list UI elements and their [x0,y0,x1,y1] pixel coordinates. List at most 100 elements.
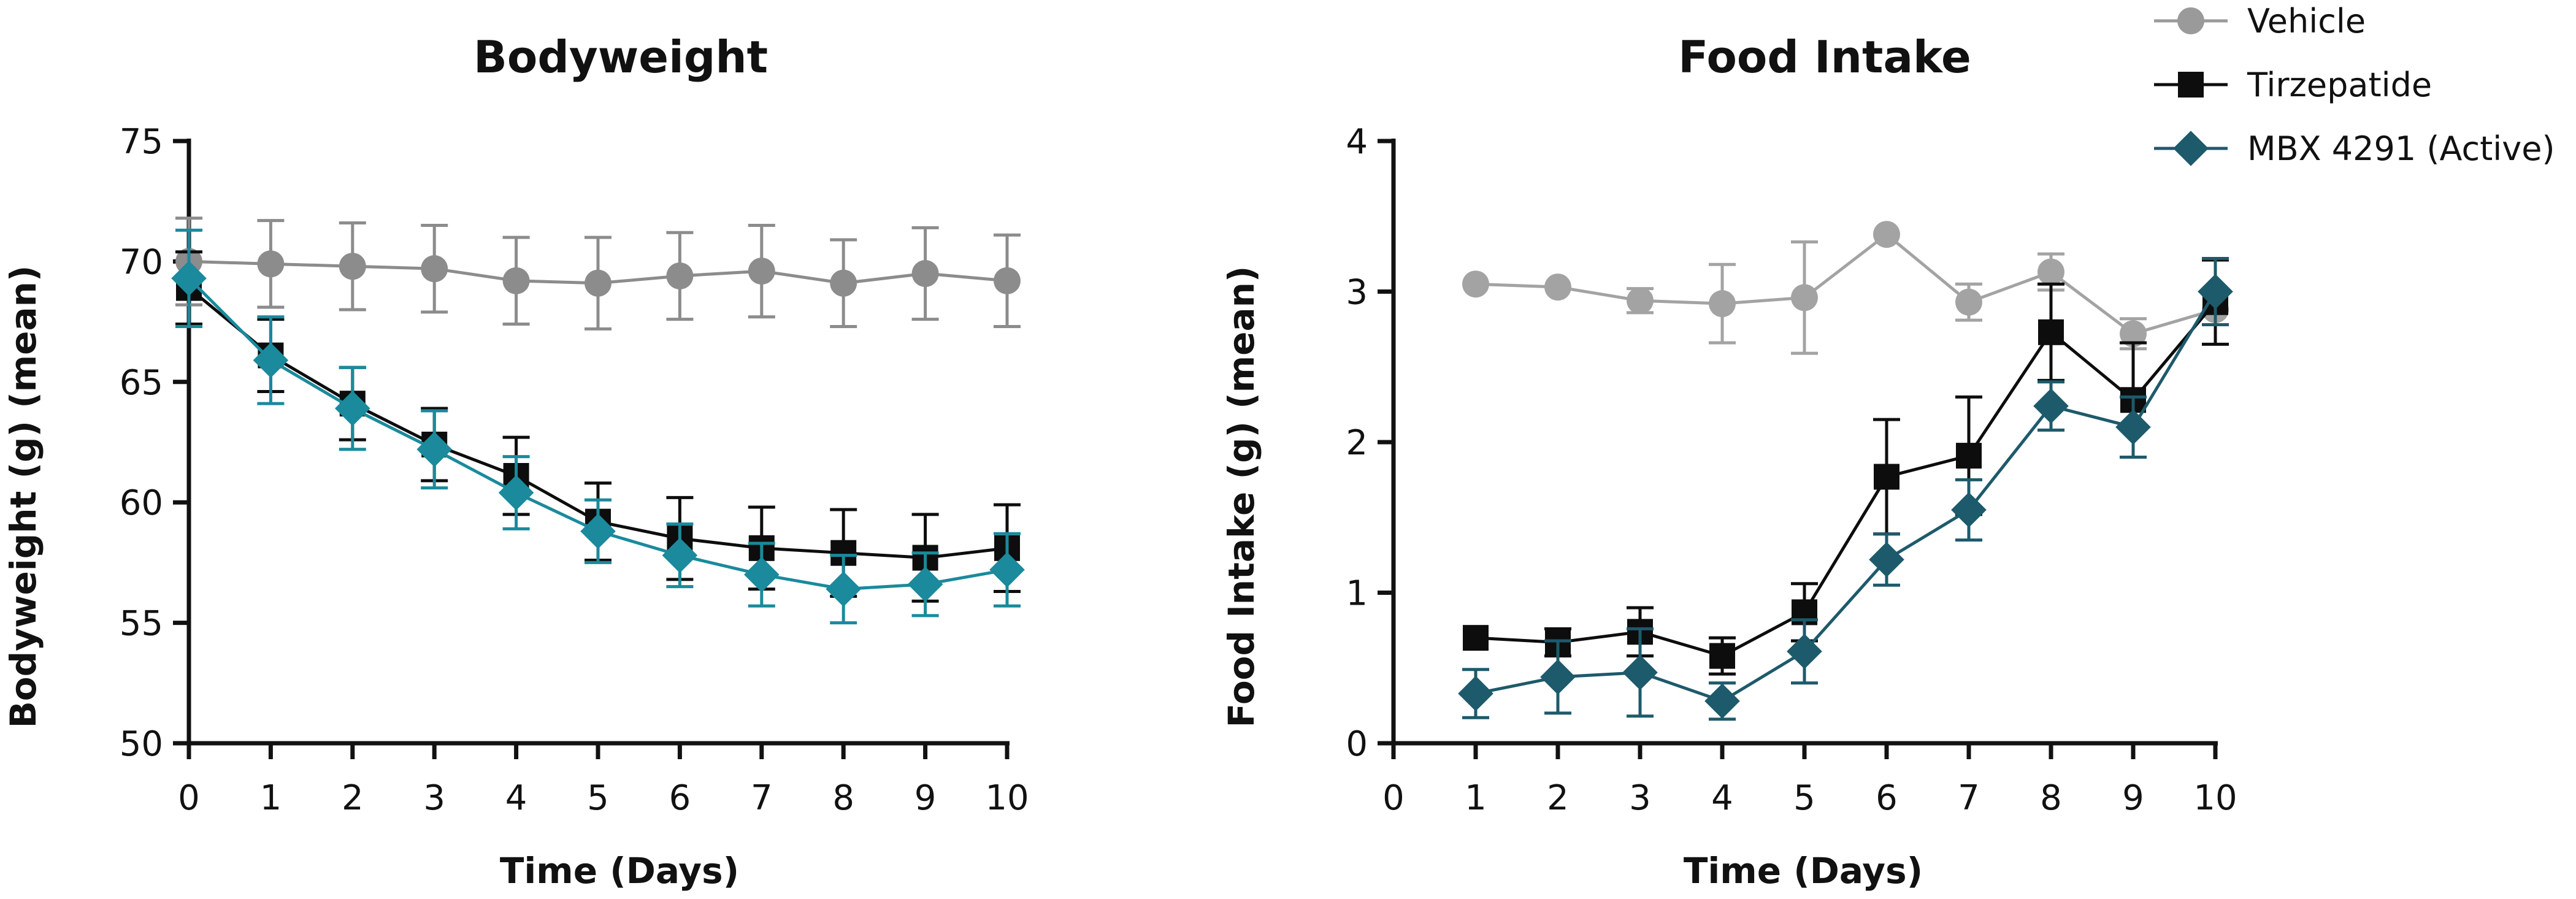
legend-item: Vehicle [2154,2,2366,40]
data-point [1874,464,1899,490]
series-line [1475,232,2216,335]
data-point [2120,320,2147,348]
data-point [907,566,943,602]
legend-item: MBX 4291 (Active) [2154,129,2555,168]
data-point [994,267,1021,294]
data-point [1463,625,1489,651]
x-tick-label: 2 [342,778,364,818]
legend-label: Vehicle [2247,2,2366,40]
y-tick-label: 1 [1346,574,1368,614]
x-tick-label: 9 [914,778,937,818]
data-point [662,537,698,573]
x-tick-label: 3 [423,778,445,818]
series-mbx-4291-active- [171,228,1025,625]
x-tick-label: 10 [985,778,1029,818]
x-tick-label: 9 [2122,778,2144,818]
data-point [1462,270,1489,298]
data-point [2037,258,2064,286]
data-point [2115,409,2151,445]
y-tick-label: 0 [1346,724,1368,764]
x-tick-label: 10 [2193,778,2237,818]
series-line [1475,301,2217,658]
data-point [1704,683,1740,719]
y-tick-label: 4 [1346,122,1368,162]
y-tick-label: 3 [1346,273,1368,313]
data-point [502,267,530,294]
y-tick-label: 60 [120,483,163,523]
data-point [989,552,1025,587]
data-point [1956,443,1982,469]
data-point [335,391,370,426]
data-point [416,431,452,467]
data-point [2198,274,2233,310]
data-point [2038,319,2064,345]
food-intake-y-axis-label: Food Intake (g) (mean) [1221,266,1262,728]
data-point [498,475,534,511]
legend-marker [2173,131,2209,166]
data-point [421,255,448,283]
data-point [1540,659,1576,695]
x-tick-label: 0 [1382,778,1405,818]
y-tick-label: 50 [120,724,163,764]
x-tick-label: 8 [2040,778,2062,818]
legend-label: Tirzepatide [2247,66,2432,104]
x-tick-label: 2 [1547,778,1569,818]
bodyweight-chart: Bodyweight Bodyweight (g) (mean) Time (D… [2,31,1029,892]
data-point [1791,284,1818,312]
y-tick-label: 55 [120,604,163,644]
series-tirzepatide [1463,258,2229,676]
x-tick-label: 0 [178,778,200,818]
data-point [1627,287,1654,315]
data-point [339,253,366,280]
legend-item: Tirzepatide [2154,66,2432,104]
x-tick-label: 6 [669,778,691,818]
legend-marker [2177,7,2204,34]
data-point [911,260,939,288]
data-point [666,262,694,289]
series-vehicle [175,216,1021,331]
data-point [585,269,611,297]
data-point [1787,633,1822,670]
series-vehicle [1462,221,2229,355]
y-tick-label: 75 [120,122,163,162]
data-point [1955,288,1982,316]
data-point [171,261,207,296]
legend: Vehicle Tirzepatide MBX 4291 (Active) [2154,2,2555,168]
data-point [744,557,780,592]
bodyweight-y-axis-label: Bodyweight (g) (mean) [2,266,44,729]
data-point [826,571,861,607]
x-tick-label: 4 [1711,778,1733,818]
data-point [253,342,289,378]
x-tick-label: 5 [587,778,609,818]
data-point [1458,676,1493,711]
y-tick-label: 70 [120,242,163,282]
food-intake-chart: Food Intake Food Intake (g) (mean) Time … [1221,31,2237,892]
data-point [748,258,775,285]
x-tick-label: 5 [1793,778,1815,818]
data-point [1544,274,1571,301]
data-point [1709,643,1735,669]
x-tick-label: 7 [1958,778,1980,818]
x-tick-label: 4 [505,778,527,818]
legend-marker [2178,72,2204,98]
food-intake-title: Food Intake [1678,31,1971,83]
data-point [580,513,616,549]
data-point [257,250,285,278]
series-line [1475,291,2217,703]
food-intake-x-axis-label: Time (Days) [1684,850,1923,892]
data-point [1869,541,1904,578]
x-tick-label: 7 [751,778,773,818]
x-tick-label: 1 [260,778,282,818]
legend-label: MBX 4291 (Active) [2247,129,2555,168]
data-point [1873,221,1900,248]
data-point [1709,290,1736,318]
x-tick-label: 3 [1629,778,1651,818]
data-point [1622,654,1658,691]
x-tick-label: 6 [1876,778,1898,818]
y-tick-label: 65 [120,363,163,403]
x-tick-label: 8 [832,778,854,818]
data-point [2033,388,2069,424]
series-mbx-4291-active- [1458,256,2233,721]
data-point [830,269,857,297]
